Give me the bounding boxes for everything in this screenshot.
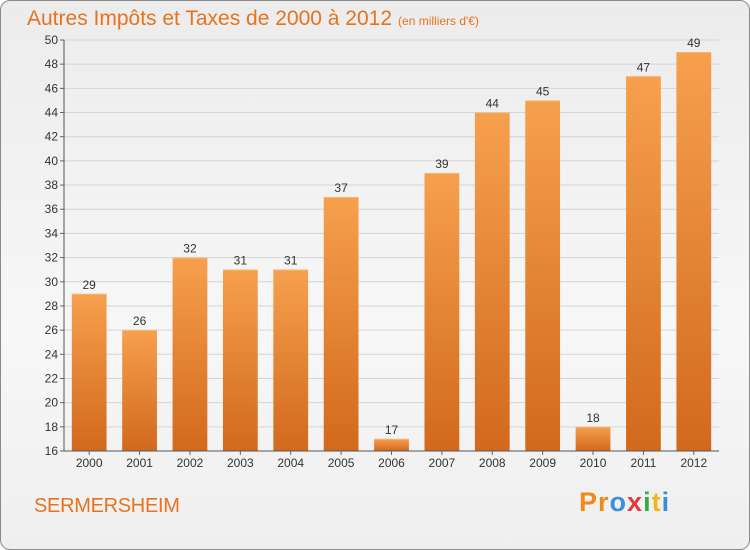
y-tick-label: 48 — [45, 57, 59, 71]
logo-letter: o — [609, 487, 628, 517]
data-label: 29 — [83, 278, 97, 292]
bar-2010 — [575, 426, 611, 451]
x-tick-label: 2003 — [227, 456, 254, 470]
bar-2012 — [676, 52, 712, 452]
y-tick-label: 46 — [45, 81, 59, 95]
logo-letter: i — [643, 487, 652, 517]
y-axis: 16 18 20 22 24 26 28 30 32 34 36 38 40 42 44 46 48 50 — [45, 33, 64, 458]
data-label: 37 — [334, 181, 348, 195]
y-tick-label: 32 — [45, 251, 59, 265]
y-tick-label: 26 — [45, 323, 59, 337]
axis-lines — [63, 40, 719, 452]
data-label: 31 — [284, 254, 298, 268]
x-tick-label: 2007 — [429, 456, 456, 470]
y-tick-label: 22 — [45, 371, 59, 385]
bar-2001 — [122, 330, 157, 451]
x-tick-label: 2012 — [680, 456, 707, 470]
data-label: 44 — [486, 97, 500, 111]
chart-title: Autres Impôts et Taxes de 2000 à 2012 (en… — [27, 7, 480, 30]
bar-2005 — [323, 197, 359, 451]
bar-2004 — [273, 269, 309, 451]
chart-subtitle: (en milliers d'€) — [398, 14, 480, 28]
y-tick-label: 34 — [45, 226, 59, 240]
x-tick-label: 2008 — [479, 456, 506, 470]
proxiti-logo[interactable]: Proxiti — [579, 487, 670, 518]
logo-letter: i — [661, 487, 671, 517]
y-tick-label: 38 — [45, 178, 59, 192]
y-tick-label: 40 — [45, 154, 59, 168]
data-label: 31 — [234, 254, 248, 268]
y-tick-label: 44 — [45, 106, 59, 120]
y-tick-label: 18 — [45, 420, 59, 434]
data-label: 49 — [687, 36, 701, 50]
y-tick-label: 30 — [45, 275, 59, 289]
x-tick-label: 2005 — [328, 456, 355, 470]
logo-letter: x — [627, 487, 644, 517]
data-label: 47 — [637, 60, 651, 74]
y-tick-label: 16 — [45, 444, 59, 458]
x-tick-label: 2010 — [580, 456, 607, 470]
bar-2000 — [71, 293, 107, 451]
x-tick-label: 2002 — [177, 456, 204, 470]
data-label: 45 — [536, 84, 550, 98]
y-tick-label: 36 — [45, 202, 59, 216]
location-name: SERMERSHEIM — [34, 495, 180, 517]
y-tick-label: 24 — [45, 347, 59, 361]
x-tick-label: 2006 — [378, 456, 405, 470]
x-tick-label: 2009 — [529, 456, 556, 470]
x-tick-label: 2004 — [277, 456, 304, 470]
y-tick-label: 28 — [45, 299, 59, 313]
logo-letter: t — [651, 487, 662, 517]
bar-2006 — [374, 438, 409, 451]
data-label: 39 — [435, 157, 449, 171]
bar-2011 — [626, 76, 661, 451]
logo-letter: r — [598, 487, 610, 517]
bar-2008 — [474, 112, 510, 451]
x-tick-label: 2001 — [126, 456, 153, 470]
y-tick-label: 42 — [45, 130, 59, 144]
data-label: 18 — [586, 411, 600, 425]
y-tick-label: 50 — [45, 33, 59, 47]
data-label: 32 — [183, 242, 197, 256]
grid-lines — [64, 39, 719, 452]
data-label: 26 — [133, 314, 147, 328]
y-tick-label: 20 — [45, 396, 59, 410]
bar-2003 — [222, 269, 258, 451]
x-tick-label: 2000 — [76, 456, 103, 470]
x-tick-label: 2011 — [631, 456, 657, 470]
logo-letter: P — [579, 487, 599, 517]
bar-2009 — [525, 100, 561, 452]
data-label: 17 — [385, 423, 399, 437]
x-axis: 2000 2001 2002 2003 2004 2005 2006 2007 2008 2009… — [76, 451, 707, 470]
bar-2002 — [172, 257, 208, 451]
bar-2007 — [424, 172, 460, 451]
bars: 29 26 32 31 31 37 17 39 44 45 18 47 49 — [71, 36, 712, 452]
